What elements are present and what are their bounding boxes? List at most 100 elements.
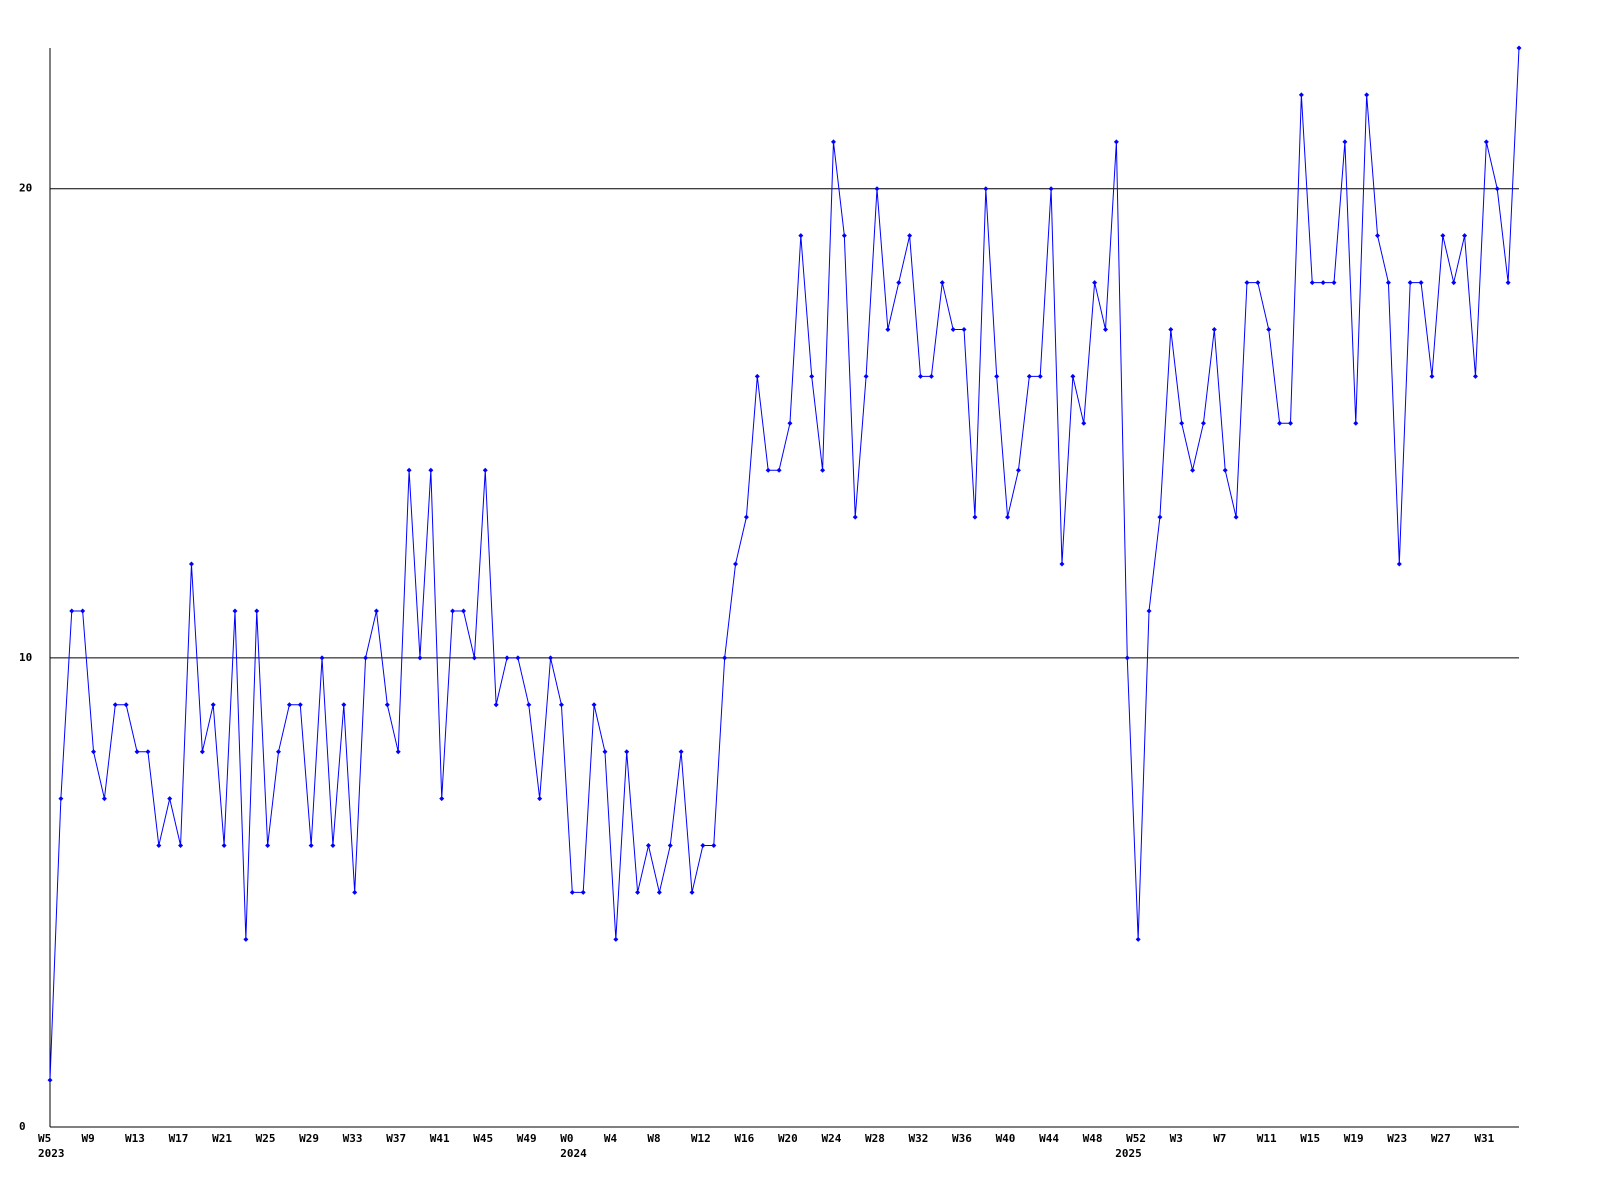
data-point (1135, 936, 1141, 942)
x-tick-label: W11 (1257, 1132, 1277, 1145)
data-point (983, 186, 989, 192)
data-point (678, 749, 684, 755)
data-point (1113, 139, 1119, 145)
x-tick-label: W20 (778, 1132, 798, 1145)
data-point (1179, 420, 1185, 426)
data-point (265, 843, 271, 849)
data-point (809, 373, 815, 379)
data-point (1070, 373, 1076, 379)
data-point (1255, 280, 1261, 286)
data-point (91, 749, 97, 755)
data-point (1168, 326, 1174, 332)
data-point (798, 233, 804, 239)
data-line (49, 47, 1520, 1081)
data-point (1037, 373, 1043, 379)
year-label: 2023 (38, 1147, 65, 1160)
data-point (156, 843, 162, 849)
x-tick-label: W8 (647, 1132, 660, 1145)
data-point (406, 467, 412, 473)
data-point (47, 1077, 53, 1083)
data-point (384, 702, 390, 708)
data-point (352, 889, 358, 895)
data-point (1026, 373, 1032, 379)
data-point (613, 936, 619, 942)
data-point (482, 467, 488, 473)
data-point (145, 749, 151, 755)
data-point (69, 608, 75, 614)
x-tick-label: W36 (952, 1132, 972, 1145)
data-point (1146, 608, 1152, 614)
data-point (548, 655, 554, 661)
data-point (580, 889, 586, 895)
data-point (373, 608, 379, 614)
data-point (232, 608, 238, 614)
data-point (841, 233, 847, 239)
data-point (1092, 280, 1098, 286)
data-point (1222, 467, 1228, 473)
data-point (178, 843, 184, 849)
data-point (1277, 420, 1283, 426)
data-point (1516, 45, 1522, 51)
data-point (341, 702, 347, 708)
data-point (961, 326, 967, 332)
x-tick-label: W44 (1039, 1132, 1059, 1145)
data-point (820, 467, 826, 473)
data-point (1375, 233, 1381, 239)
data-point (417, 655, 423, 661)
data-point (1298, 92, 1304, 98)
data-point (928, 373, 934, 379)
data-point (210, 702, 216, 708)
x-tick-label: W7 (1213, 1132, 1226, 1145)
data-point (1015, 467, 1021, 473)
data-point (1059, 561, 1065, 567)
data-point (1320, 280, 1326, 286)
x-tick-label: W32 (909, 1132, 929, 1145)
x-tick-label: W19 (1344, 1132, 1364, 1145)
data-point (1081, 420, 1087, 426)
data-point (907, 233, 913, 239)
data-point (221, 843, 227, 849)
x-tick-label: W49 (517, 1132, 537, 1145)
x-tick-label: W24 (821, 1132, 841, 1145)
x-tick-label: W37 (386, 1132, 406, 1145)
data-point (123, 702, 129, 708)
data-point (330, 843, 336, 849)
data-point (1385, 280, 1391, 286)
data-point (754, 373, 760, 379)
data-point (787, 420, 793, 426)
data-point (1287, 420, 1293, 426)
data-point (1505, 280, 1511, 286)
y-tick-label: 0 (19, 1120, 26, 1133)
data-point (1483, 139, 1489, 145)
y-tick-label: 10 (19, 651, 32, 664)
x-tick-label: W16 (734, 1132, 754, 1145)
x-tick-label: W12 (691, 1132, 711, 1145)
data-point (1353, 420, 1359, 426)
x-tick-label: W25 (256, 1132, 276, 1145)
x-tick-label: W9 (82, 1132, 95, 1145)
x-tick-label: W52 (1126, 1132, 1146, 1145)
data-point (504, 655, 510, 661)
data-point (276, 749, 282, 755)
data-point (830, 139, 836, 145)
data-point (460, 608, 466, 614)
x-tick-label: W28 (865, 1132, 885, 1145)
x-tick-label: W40 (996, 1132, 1016, 1145)
x-tick-label: W15 (1300, 1132, 1320, 1145)
data-point (254, 608, 260, 614)
data-point (363, 655, 369, 661)
data-point (439, 796, 445, 802)
data-point (537, 796, 543, 802)
data-point (1244, 280, 1250, 286)
data-point (80, 608, 86, 614)
x-tick-label: W27 (1431, 1132, 1451, 1145)
data-point (526, 702, 532, 708)
data-point (1200, 420, 1206, 426)
data-point (602, 749, 608, 755)
data-point (896, 280, 902, 286)
data-point (1494, 186, 1500, 192)
data-point (1440, 233, 1446, 239)
x-tick-label: W0 (560, 1132, 573, 1145)
x-tick-label: W17 (169, 1132, 189, 1145)
